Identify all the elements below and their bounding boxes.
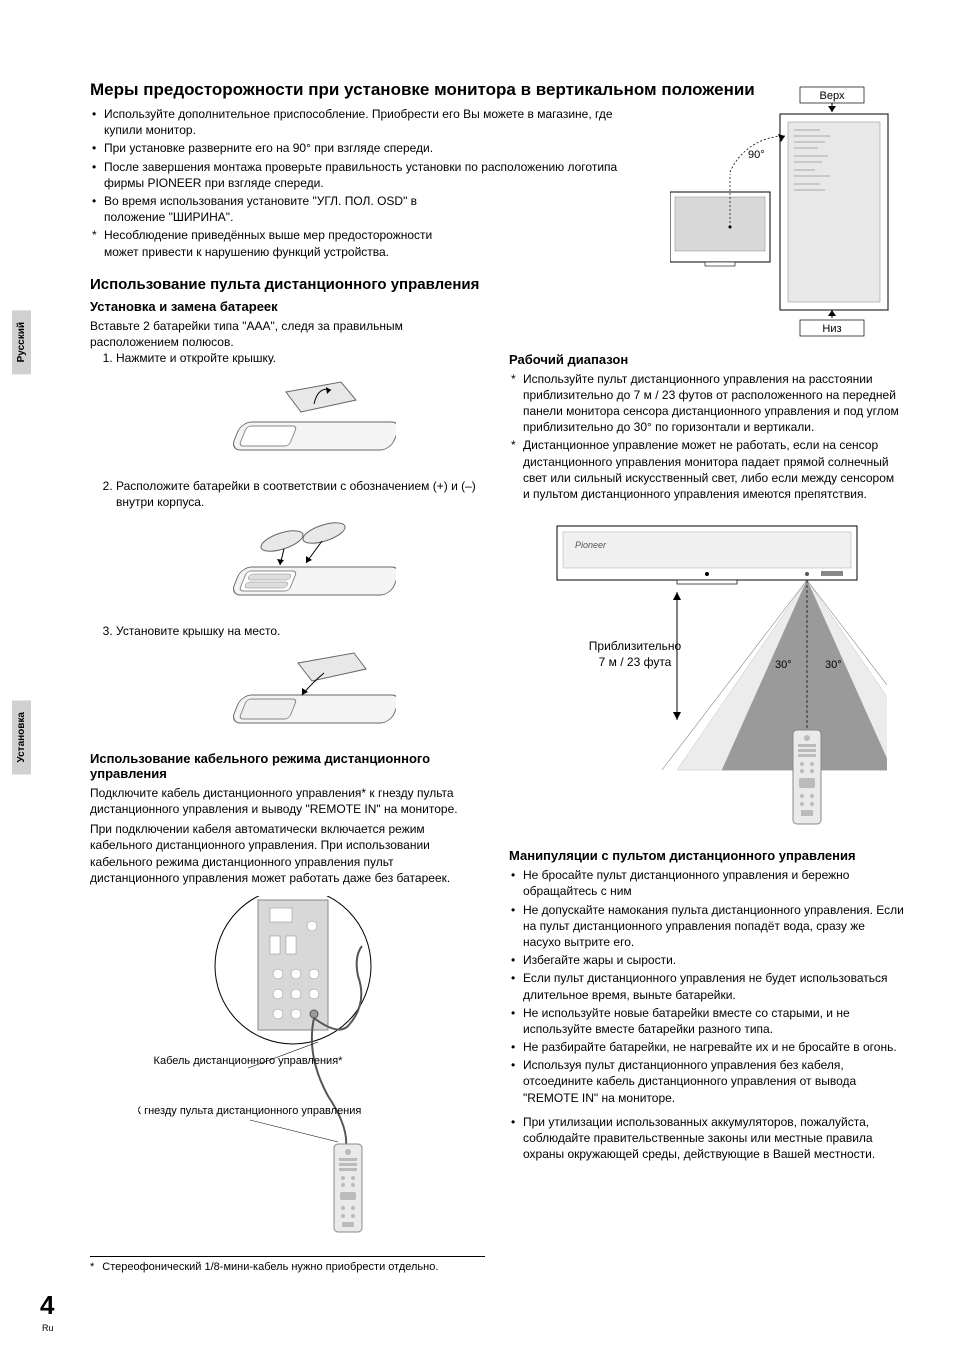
battery-intro: Вставьте 2 батарейки типа "AAA", следя з… [90, 318, 485, 350]
operating-range-diagram: Pioneer Приблизительно [527, 520, 887, 830]
battery-steps: Нажмите и откройте крышку. [90, 350, 485, 737]
page-lang: Ru [42, 1323, 54, 1333]
heading-handling: Манипуляции с пультом дистанционного упр… [509, 848, 904, 863]
list-item: Используйте пульт дистанционного управле… [523, 371, 904, 436]
svg-text:90°: 90° [748, 149, 765, 161]
svg-text:Кабель дистанционного управлен: Кабель дистанционного управления* [153, 1055, 343, 1067]
footnote: * Стереофонический 1/8-мини-кабель нужно… [90, 1256, 485, 1273]
heading-batteries: Установка и замена батареек [90, 299, 485, 314]
cable-p1: Подключите кабель дистанционного управле… [90, 785, 485, 817]
list-item: Не бросайте пульт дистанционного управле… [523, 867, 904, 899]
heading-remote: Использование пульта дистанционного упра… [90, 276, 485, 293]
list-item: После завершения монтажа проверьте прави… [104, 159, 650, 191]
svg-text:К гнезду пульта дистанционного: К гнезду пульта дистанционного управлени… [138, 1105, 361, 1117]
list-item: Дистанционное управление может не работа… [523, 437, 904, 502]
remote-step2-diagram [206, 519, 396, 609]
svg-text:Верх: Верх [820, 90, 845, 102]
page-number: 4 [40, 1290, 54, 1321]
footnote-text: Стереофонический 1/8-мини-кабель нужно п… [102, 1261, 438, 1273]
list-item: Если пульт дистанционного управления не … [523, 970, 904, 1002]
precautions-list-narrow: Во время использования установите "УГЛ. … [90, 193, 450, 225]
svg-text:7 м / 23 фута: 7 м / 23 фута [598, 655, 671, 669]
svg-text:30°: 30° [775, 659, 792, 671]
svg-text:Низ: Низ [822, 323, 841, 335]
svg-text:30°: 30° [825, 659, 842, 671]
handling-list: Не бросайте пульт дистанционного управле… [509, 867, 904, 1162]
precautions-note: Несоблюдение приведённых выше мер предос… [90, 227, 450, 259]
list-item: Не используйте новые батарейки вместе со… [523, 1005, 904, 1037]
list-item: Избегайте жары и сырости. [523, 952, 904, 968]
monitor-rotation-diagram: Верх Низ 90° [670, 82, 900, 342]
list-item: Расположите батарейки в соответствии с о… [116, 478, 485, 608]
sidebar-tab-section: Установка [12, 700, 31, 774]
remote-step3-diagram [206, 647, 396, 737]
svg-text:Приблизительно: Приблизительно [588, 639, 681, 653]
range-list: Используйте пульт дистанционного управле… [509, 371, 904, 503]
cable-connection-diagram: Кабель дистанционного управления* К гнез… [138, 896, 438, 1236]
sidebar-tab-language: Русский [12, 310, 31, 374]
list-item: При утилизации использованных аккумулято… [523, 1114, 904, 1163]
heading-cable-mode: Использование кабельного режима дистанци… [90, 751, 485, 781]
footnote-mark: * [90, 1261, 94, 1273]
list-item: Нажмите и откройте крышку. [116, 350, 485, 464]
heading-range: Рабочий диапазон [509, 352, 904, 367]
list-item: Несоблюдение приведённых выше мер предос… [104, 227, 450, 259]
list-item: Не разбирайте батарейки, не нагревайте и… [523, 1039, 904, 1055]
precautions-list: Используйте дополнительное приспособлени… [90, 106, 650, 191]
list-item: Не допускайте намокания пульта дистанцио… [523, 902, 904, 951]
list-item: Во время использования установите "УГЛ. … [104, 193, 450, 225]
list-item: Используя пульт дистанционного управлени… [523, 1057, 904, 1106]
list-item: Используйте дополнительное приспособлени… [104, 106, 650, 138]
remote-step1-diagram [206, 374, 396, 464]
cable-p2: При подключении кабеля автоматически вкл… [90, 821, 485, 886]
svg-text:Pioneer: Pioneer [575, 540, 607, 550]
list-item: Установите крышку на место. [116, 623, 485, 737]
list-item: При установке разверните его на 90° при … [104, 140, 650, 156]
